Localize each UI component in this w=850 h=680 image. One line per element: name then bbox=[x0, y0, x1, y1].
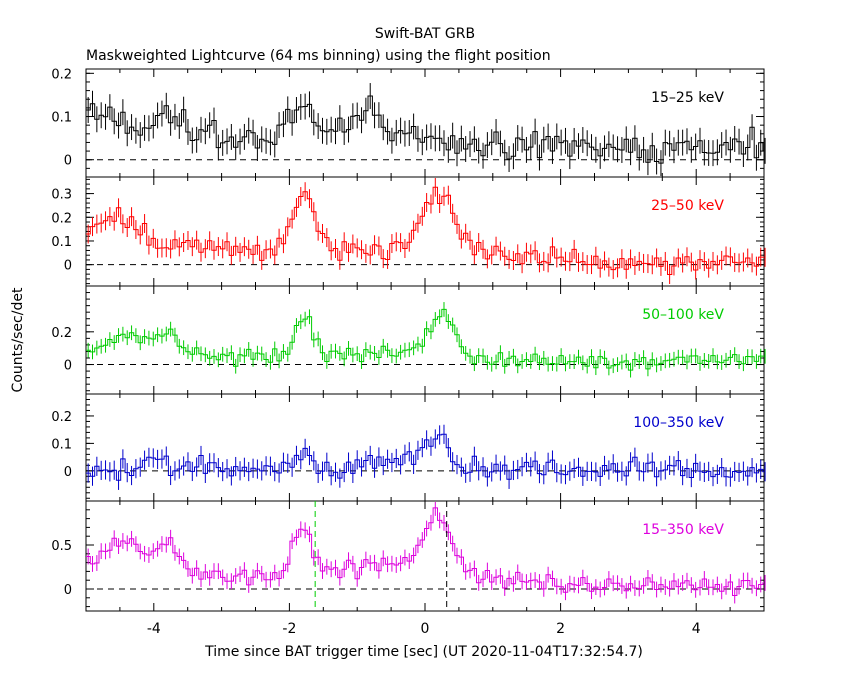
y-tick-label: 0.2 bbox=[51, 67, 72, 82]
panel-frame bbox=[85, 500, 765, 612]
panel-label: 15–25 keV bbox=[651, 90, 724, 106]
y-tick-label: 0 bbox=[64, 583, 72, 598]
panel-label: 50–100 keV bbox=[642, 307, 724, 323]
x-axis-label: Time since BAT trigger time [sec] (UT 20… bbox=[204, 644, 643, 660]
y-tick-label: 0 bbox=[64, 259, 72, 274]
x-tick-label: 2 bbox=[556, 621, 565, 637]
y-tick-label: 0.3 bbox=[51, 188, 72, 203]
y-tick-label: 0.1 bbox=[51, 437, 72, 452]
series-line bbox=[86, 308, 764, 371]
panel-50-100-kev: 0 0.2 50–100 keV bbox=[51, 285, 766, 395]
y-tick-label: 0 bbox=[64, 465, 72, 480]
y-tick-label: 0.1 bbox=[51, 235, 72, 250]
x-tick-label: -2 bbox=[282, 621, 296, 637]
series-line bbox=[86, 433, 764, 481]
error-bars bbox=[87, 178, 766, 284]
y-tick-label: 0.1 bbox=[51, 111, 72, 126]
x-tick-labels: -4 -2 0 2 4 bbox=[147, 621, 701, 637]
chart-title: Swift-BAT GRB bbox=[375, 26, 475, 42]
panel-label: 100–350 keV bbox=[633, 415, 724, 431]
panel-15-350-kev: 0 0.5 15–350 keV bbox=[51, 500, 766, 612]
x-tick-label: 0 bbox=[421, 621, 430, 637]
y-tick-label: 0 bbox=[64, 154, 72, 169]
y-tick-label: 0.2 bbox=[51, 326, 72, 341]
x-tick-label: 4 bbox=[692, 621, 701, 637]
y-axis-label: Counts/sec/det bbox=[10, 287, 26, 392]
panel-15-25-kev: 0 0.1 0.2 15–25 keV bbox=[51, 67, 766, 178]
chart-subtitle: Maskweighted Lightcurve (64 ms binning) … bbox=[86, 48, 551, 64]
panel-label: 15–350 keV bbox=[642, 522, 724, 538]
y-tick-label: 0.5 bbox=[51, 539, 72, 554]
error-bars bbox=[87, 424, 766, 490]
error-bars bbox=[87, 502, 766, 604]
panels: 0 0.1 0.2 15–25 keV 0 0.1 0.2 0.3 25–50 keV 0 0.2 5… bbox=[51, 67, 766, 637]
y-tick-label: 0.2 bbox=[51, 211, 72, 226]
series-line bbox=[86, 95, 764, 164]
y-tick-label: 0.2 bbox=[51, 410, 72, 425]
series-line bbox=[86, 186, 764, 275]
panel-label: 25–50 keV bbox=[651, 198, 724, 214]
y-tick-label: 0 bbox=[64, 359, 72, 374]
panel-100-350-kev: 0 0.1 0.2 100–350 keV bbox=[51, 393, 766, 502]
series-line bbox=[86, 507, 764, 596]
panel-25-50-kev: 0 0.1 0.2 0.3 25–50 keV bbox=[51, 176, 766, 287]
x-tick-label: -4 bbox=[147, 621, 161, 637]
